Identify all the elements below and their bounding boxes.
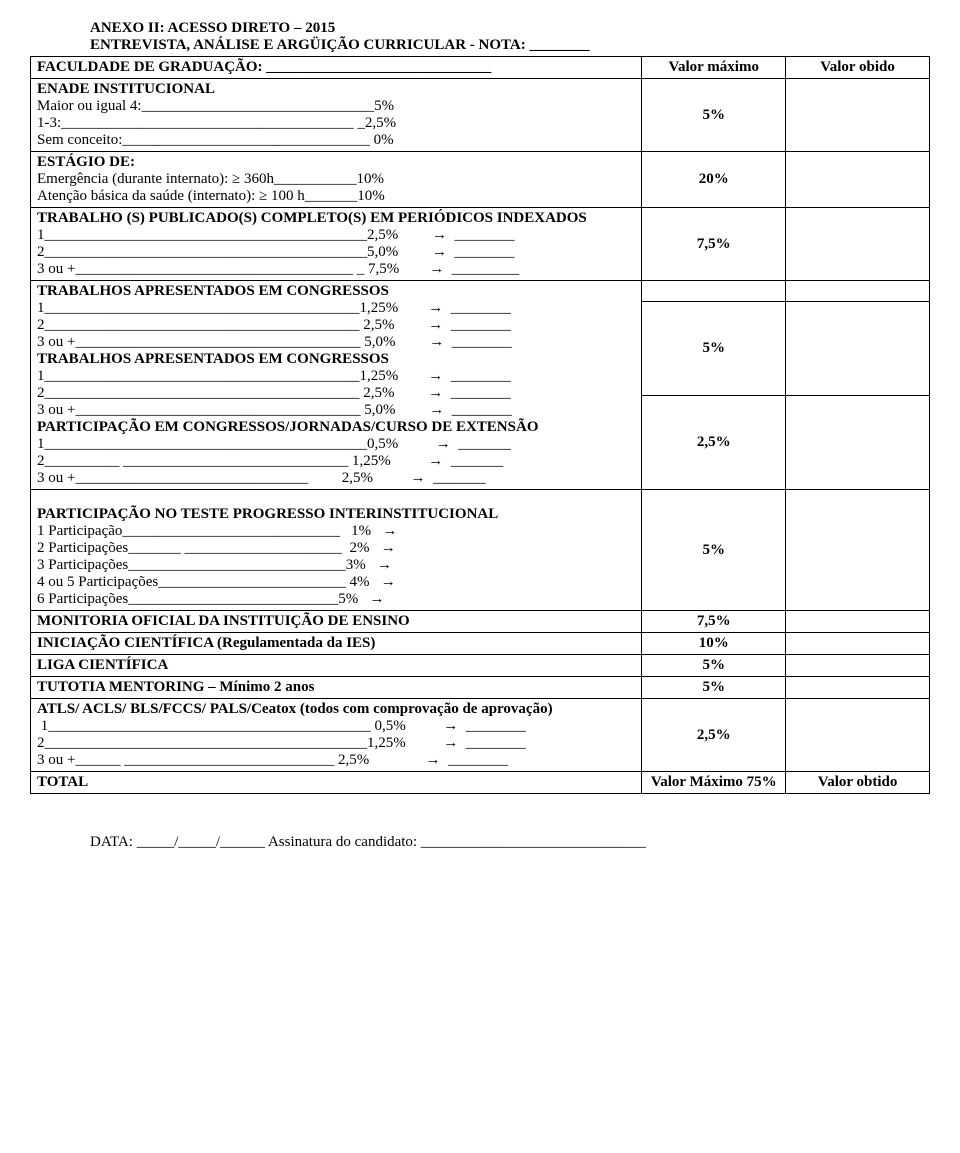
cell-tutoria: TUTOTIA MENTORING – Mínimo 2 anos (31, 677, 642, 699)
cell-particip-max: 2,5% (642, 396, 786, 490)
congB-l2: 2_______________________________________… (37, 385, 635, 402)
header-line1: ANEXO II: ACESSO DIRETO – 2015 (30, 20, 930, 37)
row-total: TOTAL Valor Máximo 75% Valor obtido (31, 772, 930, 794)
cell-liga-max: 5% (642, 655, 786, 677)
particip-l2: 2__________ ____________________________… (37, 453, 635, 470)
row-enade: ENADE INSTITUCIONAL Maior ou igual 4:___… (31, 79, 930, 152)
row-atls: ATLS/ ACLS/ BLS/FCCS/ PALS/Ceatox (todos… (31, 699, 930, 772)
progresso-l2: 2 Participações_______ _________________… (37, 540, 635, 557)
cell-enade-desc: ENADE INSTITUCIONAL Maior ou igual 4:___… (31, 79, 642, 152)
particip-title: PARTICIPAÇÃO EM CONGRESSOS/JORNADAS/CURS… (37, 419, 635, 436)
cell-atls-obt (786, 699, 930, 772)
row-progresso: PARTICIPAÇÃO NO TESTE PROGRESSO INTERINS… (31, 490, 930, 611)
progresso-l4: 4 ou 5 Participações____________________… (37, 574, 635, 591)
evaluation-table: FACULDADE DE GRADUAÇÃO: ________________… (30, 56, 930, 794)
cell-iniciacao: INICIAÇÃO CIENTÍFICA (Regulamentada da I… (31, 633, 642, 655)
progresso-l5: 6 Participações_________________________… (37, 591, 635, 608)
row-iniciacao: INICIAÇÃO CIENTÍFICA (Regulamentada da I… (31, 633, 930, 655)
cell-estagio-max: 20% (642, 152, 786, 208)
enade-l2: 1-3:____________________________________… (37, 115, 635, 132)
cell-iniciacao-max: 10% (642, 633, 786, 655)
cell-monitoria: MONITORIA OFICIAL DA INSTITUIÇÃO DE ENSI… (31, 611, 642, 633)
cell-total-obt: Valor obtido (786, 772, 930, 794)
trabpub-l1: 1_______________________________________… (37, 227, 635, 244)
enade-l3: Sem conceito:___________________________… (37, 132, 635, 149)
cell-trabpub-obt (786, 208, 930, 281)
congA-l1: 1_______________________________________… (37, 300, 635, 317)
cell-tutoria-obt (786, 677, 930, 699)
cell-estagio-desc: ESTÁGIO DE: Emergência (durante internat… (31, 152, 642, 208)
trabpub-l2: 2_______________________________________… (37, 244, 635, 261)
cell-particip-obt (786, 396, 930, 490)
particip-l3: 3 ou +_______________________________ 2,… (37, 470, 635, 487)
cell-monitoria-obt (786, 611, 930, 633)
progresso-title: PARTICIPAÇÃO NO TESTE PROGRESSO INTERINS… (37, 506, 635, 523)
row-trabalho-pub: TRABALHO (S) PUBLICADO(S) COMPLETO(S) EM… (31, 208, 930, 281)
cell-estagio-obt (786, 152, 930, 208)
cell-liga-obt (786, 655, 930, 677)
cell-total-max: Valor Máximo 75% (642, 772, 786, 794)
col-valor-maximo-header: Valor máximo (642, 57, 786, 79)
estagio-title: ESTÁGIO DE: (37, 154, 635, 171)
col-faculdade-header: FACULDADE DE GRADUAÇÃO: ________________… (31, 57, 642, 79)
footer-signature: DATA: _____/_____/______ Assinatura do c… (30, 834, 930, 851)
progresso-l1: 1 Participação__________________________… (37, 523, 635, 540)
cell-tutoria-max: 5% (642, 677, 786, 699)
cell-congA-obt (786, 281, 930, 302)
cell-atls-desc: ATLS/ ACLS/ BLS/FCCS/ PALS/Ceatox (todos… (31, 699, 642, 772)
enade-title: ENADE INSTITUCIONAL (37, 81, 635, 98)
cell-atls-max: 2,5% (642, 699, 786, 772)
congB-title: TRABALHOS APRESENTADOS EM CONGRESSOS (37, 351, 635, 368)
row-liga: LIGA CIENTÍFICA 5% (31, 655, 930, 677)
progresso-l3: 3 Participações_________________________… (37, 557, 635, 574)
enade-l1: Maior ou igual 4:_______________________… (37, 98, 635, 115)
cell-enade-max: 5% (642, 79, 786, 152)
congA-l2: 2_______________________________________… (37, 317, 635, 334)
congA-l3: 3 ou +__________________________________… (37, 334, 635, 351)
atls-l2: 2_______________________________________… (37, 735, 635, 752)
cell-congA-max (642, 281, 786, 302)
header-line2: ENTREVISTA, ANÁLISE E ARGÜIÇÃO CURRICULA… (30, 37, 930, 54)
cell-congB-max: 5% (642, 302, 786, 396)
cell-progresso-max: 5% (642, 490, 786, 611)
congA-title: TRABALHOS APRESENTADOS EM CONGRESSOS (37, 283, 635, 300)
atls-l3: 3 ou +______ ___________________________… (37, 752, 635, 769)
cell-monitoria-max: 7,5% (642, 611, 786, 633)
congB-l1: 1_______________________________________… (37, 368, 635, 385)
cell-congB-obt (786, 302, 930, 396)
table-header-row: FACULDADE DE GRADUAÇÃO: ________________… (31, 57, 930, 79)
trabpub-l3: 3 ou +__________________________________… (37, 261, 635, 278)
row-tutoria: TUTOTIA MENTORING – Mínimo 2 anos 5% (31, 677, 930, 699)
cell-enade-obt (786, 79, 930, 152)
row-congressos-block: TRABALHOS APRESENTADOS EM CONGRESSOS 1__… (31, 281, 930, 302)
estagio-l2: Atenção básica da saúde (internato): ≥ 1… (37, 188, 635, 205)
cell-liga: LIGA CIENTÍFICA (31, 655, 642, 677)
spacer (37, 492, 635, 506)
cell-trabpub-desc: TRABALHO (S) PUBLICADO(S) COMPLETO(S) EM… (31, 208, 642, 281)
cell-iniciacao-obt (786, 633, 930, 655)
row-estagio: ESTÁGIO DE: Emergência (durante internat… (31, 152, 930, 208)
cell-progresso-obt (786, 490, 930, 611)
particip-l1: 1_______________________________________… (37, 436, 635, 453)
trabpub-title: TRABALHO (S) PUBLICADO(S) COMPLETO(S) EM… (37, 210, 635, 227)
atls-l1: 1_______________________________________… (37, 718, 635, 735)
estagio-l1: Emergência (durante internato): ≥ 360h__… (37, 171, 635, 188)
atls-title: ATLS/ ACLS/ BLS/FCCS/ PALS/Ceatox (todos… (37, 701, 635, 718)
congB-l3: 3 ou +__________________________________… (37, 402, 635, 419)
col-valor-obido-header: Valor obido (786, 57, 930, 79)
cell-trabpub-max: 7,5% (642, 208, 786, 281)
row-monitoria: MONITORIA OFICIAL DA INSTITUIÇÃO DE ENSI… (31, 611, 930, 633)
cell-cong-desc: TRABALHOS APRESENTADOS EM CONGRESSOS 1__… (31, 281, 642, 490)
cell-progresso-desc: PARTICIPAÇÃO NO TESTE PROGRESSO INTERINS… (31, 490, 642, 611)
cell-total-label: TOTAL (31, 772, 642, 794)
